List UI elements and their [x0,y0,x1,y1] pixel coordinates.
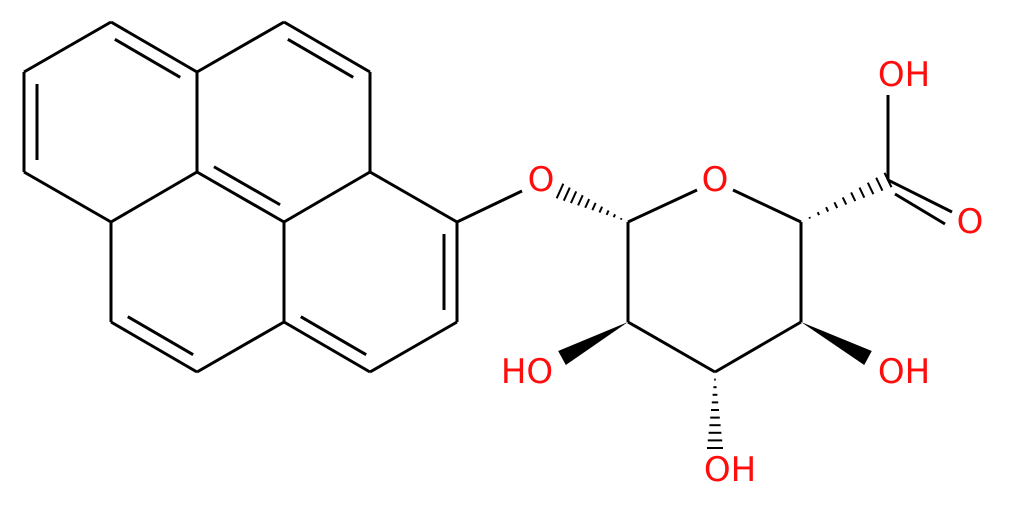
atom-label: OH [878,352,930,392]
bond [866,182,875,195]
bond [110,20,198,74]
bond [887,178,953,214]
bonds [22,20,953,449]
bond [558,322,628,366]
bond [612,213,616,218]
atom-label: O [528,160,555,200]
bond [110,320,198,374]
bond [816,211,820,216]
bond [627,188,698,224]
bond [833,201,839,209]
bond [732,188,802,224]
atom-label: OH [704,450,756,490]
bond [591,202,597,211]
bond [196,20,285,74]
bond [801,322,872,366]
bond [850,192,857,202]
bond [858,187,866,199]
bond [196,320,285,374]
bond [127,315,194,357]
atom-label: O [957,202,984,242]
bond [570,190,578,204]
bond [283,170,371,224]
bond [627,320,716,374]
bond [714,320,802,374]
bond [283,20,371,74]
bond [456,189,523,224]
atom-label: OH [878,55,930,95]
bond [577,194,584,206]
bond [605,210,610,216]
bond [562,187,571,202]
atom-label: O [702,160,729,200]
bond [300,315,367,357]
bond [598,206,604,213]
bond [894,192,946,226]
bond [283,320,371,374]
bond [808,216,811,219]
bond [369,170,458,224]
bond [23,20,112,74]
bond [555,183,565,199]
bond [369,320,458,374]
bond [883,172,893,188]
bond [114,37,181,79]
bond [875,177,884,192]
bond [287,37,354,79]
atom-label: HO [501,352,553,392]
bond [23,170,112,224]
bond [196,170,285,224]
bond [110,170,198,224]
bond [584,198,591,209]
bond [841,196,848,206]
bond [619,217,623,221]
bond [825,206,830,212]
bond [213,165,281,207]
